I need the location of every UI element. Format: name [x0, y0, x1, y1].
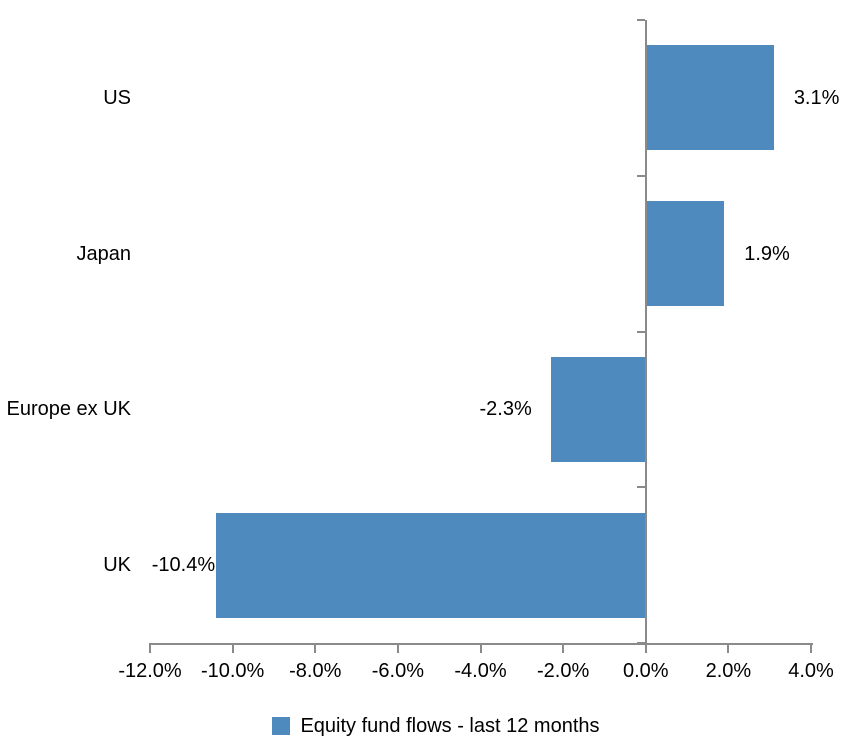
x-tick-label-2-0: 2.0% [705, 660, 752, 682]
x-tick-label-10-0: -10.0% [200, 660, 265, 682]
x-axis-tick-2-0 [727, 643, 730, 653]
x-tick-label-4-0: 4.0% [788, 660, 834, 682]
category-label-japan: Japan [76, 242, 132, 265]
legend-series-swatch-icon [272, 717, 291, 735]
x-tick-label-12-0: -12.0% [118, 660, 182, 682]
value-label-uk: -10.4% [151, 554, 216, 577]
x-axis-tick-4-0 [810, 643, 812, 653]
legend: Equity fund flows - last 12 months [0, 712, 852, 740]
category-boundary-tick-0 [636, 19, 645, 21]
x-tick-label-0-0: 0.0% [622, 660, 669, 682]
x-axis-tick-6-0 [396, 643, 399, 653]
value-label-europe-ex-uk: -2.3% [479, 398, 532, 421]
x-tick-label-2-0: -2.0% [537, 660, 590, 682]
x-axis-tick-10-0 [231, 643, 234, 653]
x-axis-tick-2-0 [562, 643, 565, 653]
category-label-us: US [103, 86, 131, 109]
category-label-uk: UK [103, 554, 131, 577]
bar-uk [216, 512, 646, 618]
bar-japan [645, 201, 725, 307]
bar-us [645, 45, 774, 151]
bar-europe-ex-uk [550, 356, 646, 462]
zero-axis-line [644, 20, 647, 653]
category-boundary-tick-2 [636, 330, 645, 333]
value-label-japan: 1.9% [744, 242, 790, 265]
x-tick-label-4-0: -4.0% [454, 660, 507, 682]
x-tick-label-6-0: -6.0% [371, 660, 424, 682]
x-axis-tick-8-0 [314, 643, 317, 653]
legend-label: Equity fund flows - last 12 months [300, 715, 600, 737]
category-boundary-tick-3 [636, 486, 645, 489]
category-label-europe-ex-uk: Europe ex UK [6, 398, 131, 421]
x-axis-tick-4-0 [479, 643, 482, 653]
category-boundary-tick-4 [636, 642, 645, 644]
x-axis-line [150, 643, 813, 645]
x-axis-tick-12-0 [149, 643, 151, 653]
category-boundary-tick-1 [636, 174, 645, 177]
x-tick-label-8-0: -8.0% [289, 660, 342, 682]
value-label-us: 3.1% [793, 86, 840, 109]
